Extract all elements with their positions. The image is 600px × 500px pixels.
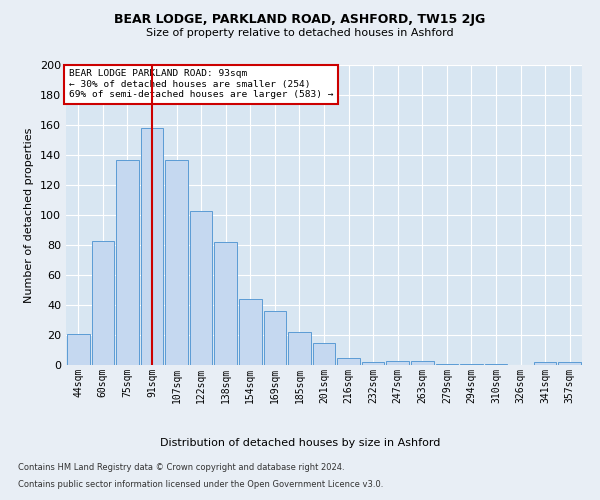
Bar	[263, 311, 286, 365]
Bar	[411, 360, 434, 365]
Bar	[386, 360, 409, 365]
Bar	[337, 358, 360, 365]
Bar	[288, 332, 311, 365]
Bar	[460, 364, 483, 365]
Text: Distribution of detached houses by size in Ashford: Distribution of detached houses by size …	[160, 438, 440, 448]
Bar	[239, 299, 262, 365]
Bar	[190, 210, 212, 365]
Text: Contains HM Land Registry data © Crown copyright and database right 2024.: Contains HM Land Registry data © Crown c…	[18, 464, 344, 472]
Text: Size of property relative to detached houses in Ashford: Size of property relative to detached ho…	[146, 28, 454, 38]
Text: BEAR LODGE, PARKLAND ROAD, ASHFORD, TW15 2JG: BEAR LODGE, PARKLAND ROAD, ASHFORD, TW15…	[115, 12, 485, 26]
Text: BEAR LODGE PARKLAND ROAD: 93sqm
← 30% of detached houses are smaller (254)
69% o: BEAR LODGE PARKLAND ROAD: 93sqm ← 30% of…	[68, 70, 333, 100]
Bar	[485, 364, 508, 365]
Bar	[92, 240, 114, 365]
Bar	[436, 364, 458, 365]
Bar	[214, 242, 237, 365]
Bar	[165, 160, 188, 365]
Bar	[534, 362, 556, 365]
Bar	[140, 128, 163, 365]
Bar	[559, 362, 581, 365]
Bar	[67, 334, 89, 365]
Y-axis label: Number of detached properties: Number of detached properties	[25, 128, 34, 302]
Bar	[116, 160, 139, 365]
Bar	[313, 342, 335, 365]
Text: Contains public sector information licensed under the Open Government Licence v3: Contains public sector information licen…	[18, 480, 383, 489]
Bar	[362, 362, 385, 365]
